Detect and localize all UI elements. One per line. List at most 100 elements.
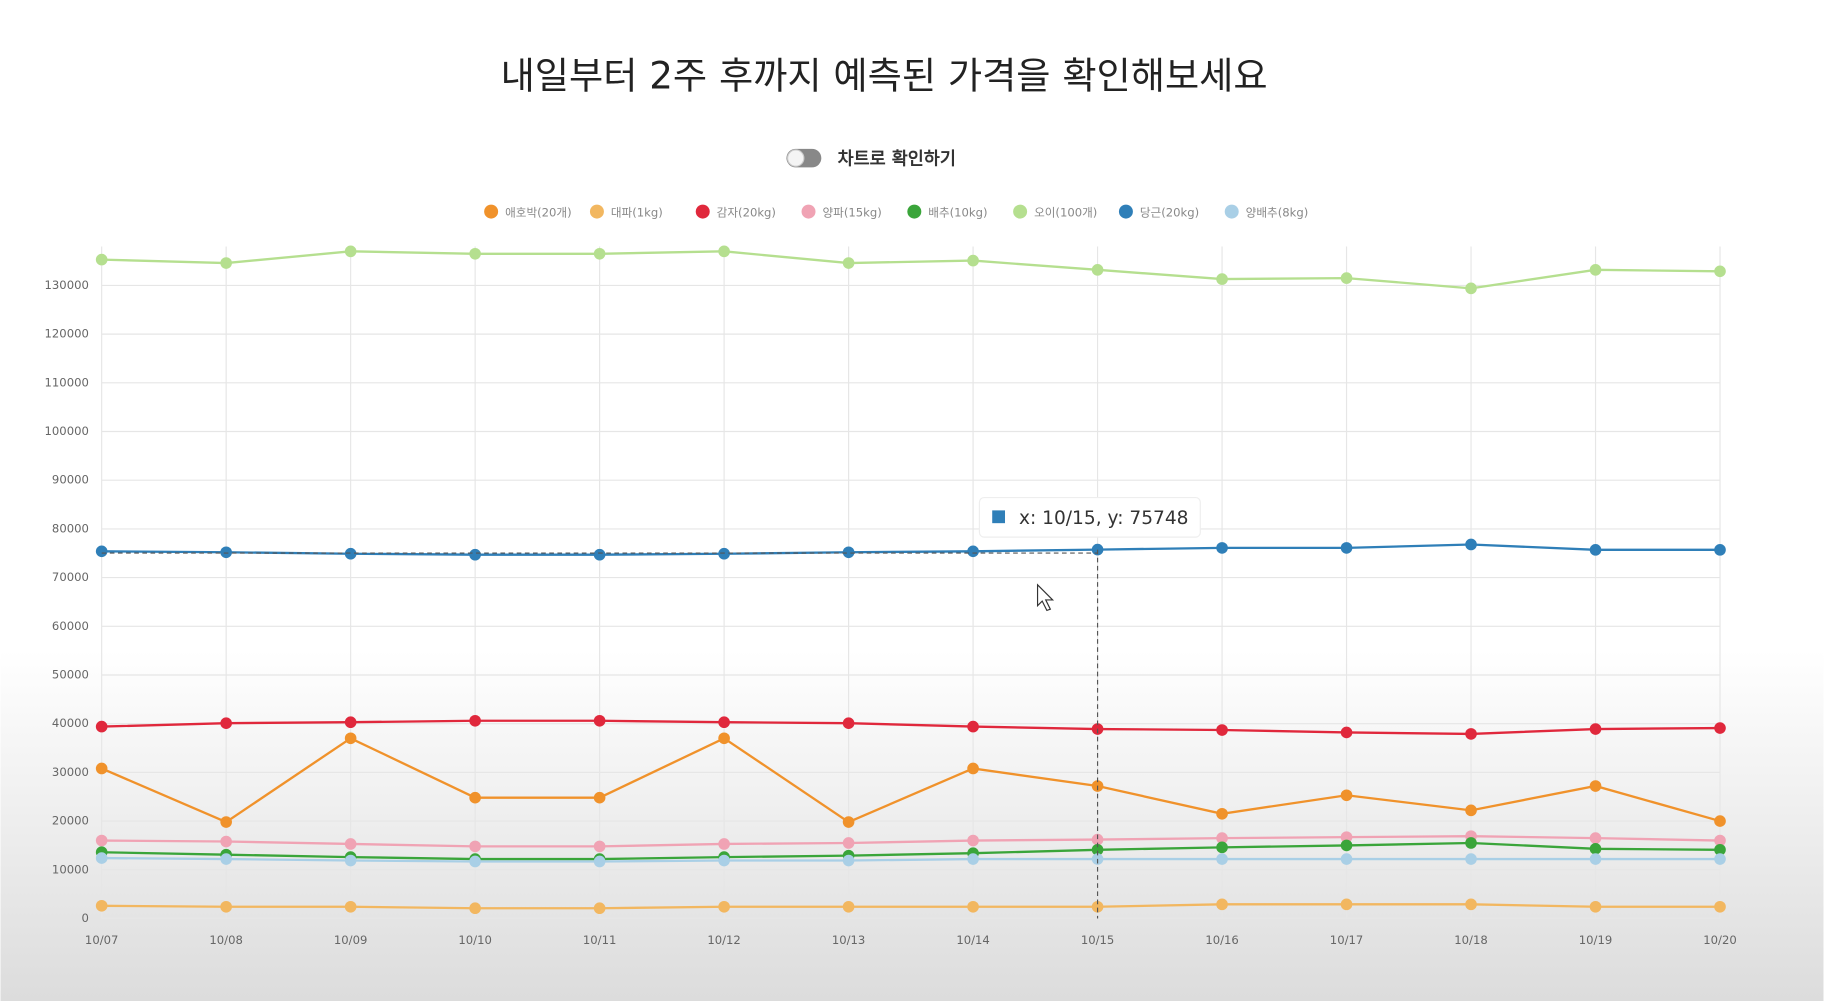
point [1340,272,1353,284]
point [842,854,855,867]
point [718,900,730,913]
point [95,253,108,266]
legend-swatch [589,204,604,219]
y-tick-label: 40000 [52,716,89,730]
point [967,545,979,558]
legend-swatch [695,204,710,219]
legend-label: 대파(1kg) [611,205,663,219]
y-tick-label: 80000 [52,521,89,535]
series-line [101,736,1721,824]
point [1091,900,1104,913]
x-tick-label: 10/12 [707,933,740,947]
point [95,762,108,775]
point [1216,542,1228,554]
point [718,838,730,850]
point [1216,841,1228,854]
x-tick-label: 10/08 [209,933,242,947]
legend-swatch [1118,204,1133,219]
point [1714,900,1726,913]
point [593,840,606,853]
toggle[interactable] [786,148,822,168]
point [1465,898,1477,911]
point [1589,853,1602,865]
point [593,855,606,868]
series-line [101,543,1721,556]
x-tick-label: 10/18 [1454,933,1487,947]
point [967,254,979,267]
legend-swatch [1013,204,1028,219]
point [593,791,606,804]
toggle-label: 차트로 확인하기 [838,148,956,169]
page-title: 내일부터 2주 후까지 예측된 가격을 확인해보세요 [501,53,1268,97]
series-line [101,903,1721,910]
x-tick-label: 10/07 [85,933,118,947]
y-tick-label: 30000 [52,765,89,779]
point [1340,898,1353,911]
point [593,247,606,260]
point [1340,789,1353,802]
point [967,720,979,733]
cursor [1036,583,1055,612]
point [469,902,481,915]
x-tick-label: 10/13 [832,933,865,947]
x-tick-label: 10/10 [458,933,491,947]
legend-label: 당근(20kg) [1140,205,1199,219]
point [967,900,979,913]
x-tick-label: 10/15 [1081,933,1114,947]
x-tick-label: 10/17 [1330,933,1363,947]
point [1340,726,1353,739]
point [1465,728,1477,740]
toggle-knob[interactable] [787,149,805,167]
point [593,548,606,561]
x-tick-label: 10/09 [334,933,367,947]
point [1589,843,1602,855]
point [1589,723,1602,735]
series-line [101,719,1721,736]
x-tick-label: 10/20 [1703,933,1736,947]
point [1216,898,1228,911]
tooltip-text: x: 10/15, y: 75748 [1019,508,1189,529]
point [469,548,481,561]
point [967,762,979,775]
point [718,547,730,560]
point [1465,804,1477,817]
series-line [101,834,1721,848]
legend-label: 감자(20kg) [717,205,776,219]
legend-swatch [1224,204,1239,219]
point [1589,780,1602,792]
point [220,546,232,559]
point [1714,815,1726,827]
point [1091,264,1104,276]
point [1465,282,1477,295]
point [1465,853,1477,865]
point [95,834,108,847]
point [967,853,979,865]
point [1340,839,1353,852]
legend-label: 양파(15kg) [822,205,881,219]
point [95,720,108,733]
y-tick-label: 110000 [45,375,89,389]
point [1714,843,1726,856]
legend-label: 오이(100개) [1034,205,1097,219]
point [1340,542,1353,554]
point [220,717,232,730]
point [718,245,730,258]
y-tick-label: 0 [81,911,88,925]
legend-swatch [907,204,922,219]
point [220,835,232,848]
point [469,791,481,804]
grid: 0 10000 20000 30000 40000 50000 60000 70000 8000… [45,246,1737,947]
point [1714,265,1726,278]
tooltip-swatch [992,510,1006,524]
point [967,834,979,847]
x-tick-label: 10/19 [1579,933,1612,947]
legend-swatch [484,204,499,219]
plot [95,245,1726,915]
legend-swatch [801,204,816,219]
point [95,545,108,558]
point [1714,722,1726,734]
point [1714,834,1726,847]
point [842,900,855,913]
point [344,245,357,258]
